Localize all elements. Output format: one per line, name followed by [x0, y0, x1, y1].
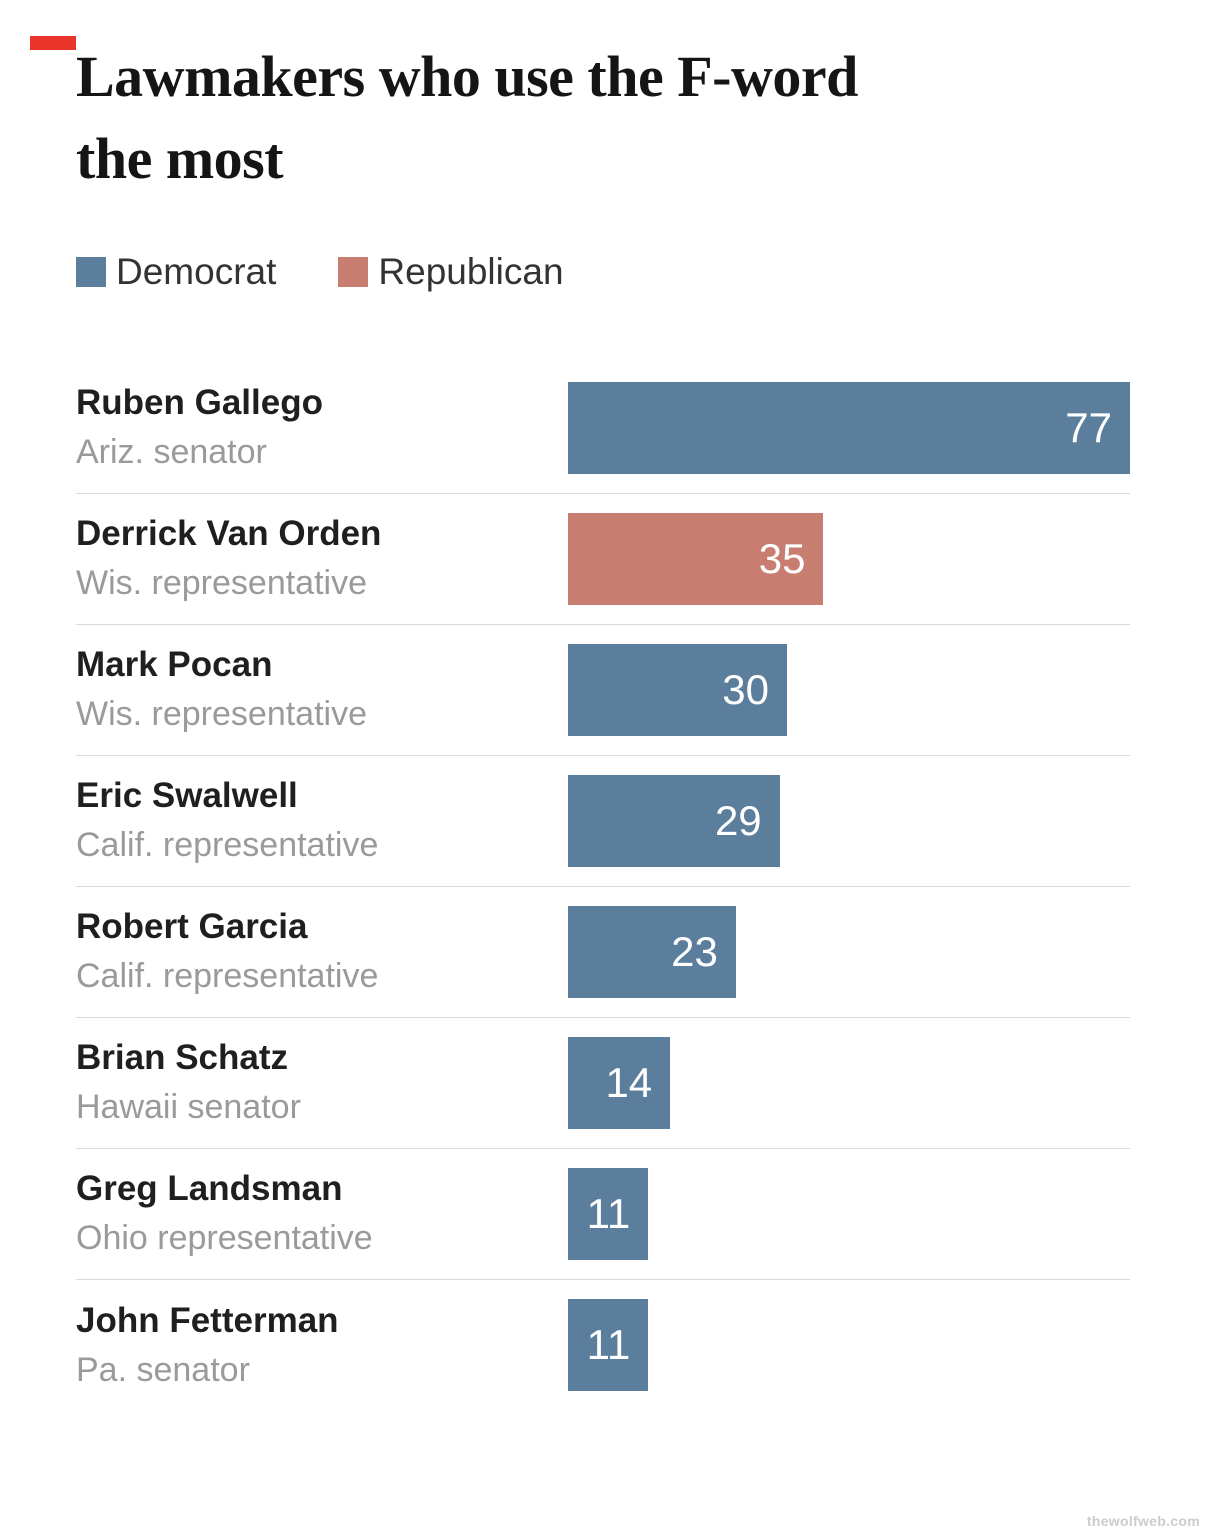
- bar-value: 35: [758, 534, 806, 582]
- bar: 29: [568, 774, 780, 867]
- artifact-red-bar: [30, 36, 76, 50]
- lawmaker-role: Wis. representative: [76, 695, 367, 734]
- page-title: Lawmakers who use the F-word the most: [76, 36, 1130, 201]
- lawmaker-labels: Brian Schatz Hawaii senator: [76, 1037, 568, 1128]
- lawmaker-name: Mark Pocan: [76, 645, 273, 685]
- lawmaker-name: Derrick Van Orden: [76, 514, 382, 554]
- legend-label-democrat: Democrat: [116, 250, 277, 292]
- bar-row: John Fetterman Pa. senator 11: [76, 1280, 1130, 1411]
- bar-row: Greg Landsman Ohio representative 11: [76, 1149, 1130, 1280]
- bar-track: 30: [568, 643, 1130, 736]
- bar-row: Robert Garcia Calif. representative 23: [76, 887, 1130, 1018]
- lawmaker-name: Robert Garcia: [76, 907, 308, 947]
- bar-track: 14: [568, 1036, 1130, 1129]
- bar-value: 14: [605, 1058, 653, 1106]
- lawmaker-labels: Derrick Van Orden Wis. representative: [76, 513, 568, 604]
- bar-row: Derrick Van Orden Wis. representative 35: [76, 494, 1130, 625]
- bar-row: Mark Pocan Wis. representative 30: [76, 625, 1130, 756]
- bar-track: 35: [568, 512, 1130, 605]
- page-title-line-2: the most: [76, 126, 284, 192]
- bar-rows: Ruben Gallego Ariz. senator 77 Derrick V…: [76, 363, 1130, 1411]
- lawmaker-role: Calif. representative: [76, 826, 379, 865]
- lawmaker-labels: Greg Landsman Ohio representative: [76, 1168, 568, 1259]
- republican-swatch-icon: [338, 256, 369, 287]
- bar: 35: [568, 512, 824, 605]
- bar-value: 23: [671, 927, 718, 975]
- bar-value: 77: [1065, 403, 1112, 451]
- lawmaker-labels: Eric Swalwell Calif. representative: [76, 775, 568, 866]
- bar-track: 11: [568, 1167, 1130, 1260]
- lawmaker-name: Eric Swalwell: [76, 776, 298, 816]
- bar-track: 23: [568, 905, 1130, 998]
- lawmaker-role: Pa. senator: [76, 1350, 250, 1389]
- page-title-line-1: Lawmakers who use the F-word: [76, 44, 858, 109]
- bar: 30: [568, 643, 787, 736]
- bar-value: 11: [586, 1189, 631, 1237]
- lawmaker-name: Ruben Gallego: [76, 383, 323, 423]
- bar-value: 29: [714, 796, 762, 844]
- lawmaker-role: Ohio representative: [76, 1219, 373, 1258]
- bar: 11: [568, 1167, 649, 1260]
- bar: 11: [568, 1299, 649, 1392]
- bar-track: 11: [568, 1299, 1130, 1392]
- lawmaker-role: Ariz. senator: [76, 433, 267, 472]
- lawmaker-role: Hawaii senator: [76, 1088, 301, 1127]
- lawmaker-name: John Fetterman: [76, 1300, 339, 1340]
- bar-track: 29: [568, 774, 1130, 867]
- bar-row: Ruben Gallego Ariz. senator 77: [76, 363, 1130, 494]
- legend-label-republican: Republican: [378, 250, 564, 292]
- watermark: thewolfweb.com: [1086, 1513, 1200, 1529]
- legend: Democrat Republican: [76, 251, 1130, 293]
- bar: 77: [568, 381, 1130, 474]
- bar-row: Brian Schatz Hawaii senator 14: [76, 1018, 1130, 1149]
- legend-item-republican: Republican: [338, 250, 564, 293]
- lawmaker-name: Brian Schatz: [76, 1038, 288, 1078]
- bar-track: 77: [568, 381, 1130, 474]
- lawmaker-role: Wis. representative: [76, 564, 367, 603]
- lawmaker-name: Greg Landsman: [76, 1169, 343, 1209]
- legend-item-democrat: Democrat: [76, 251, 276, 293]
- bar-value: 11: [586, 1321, 631, 1369]
- lawmaker-labels: Mark Pocan Wis. representative: [76, 644, 568, 735]
- democrat-swatch-icon: [76, 256, 106, 287]
- bar: 14: [568, 1036, 671, 1129]
- page: { "artifact": { "color": "#e9342b" }, "c…: [0, 36, 1206, 1533]
- chart-container: Lawmakers who use the F-word the most De…: [0, 36, 1206, 1411]
- bar-value: 30: [722, 665, 769, 713]
- bar: 23: [568, 905, 736, 998]
- lawmaker-labels: Robert Garcia Calif. representative: [76, 906, 568, 997]
- lawmaker-labels: John Fetterman Pa. senator: [76, 1300, 568, 1391]
- lawmaker-labels: Ruben Gallego Ariz. senator: [76, 382, 568, 473]
- lawmaker-role: Calif. representative: [76, 957, 379, 996]
- bar-row: Eric Swalwell Calif. representative 29: [76, 756, 1130, 887]
